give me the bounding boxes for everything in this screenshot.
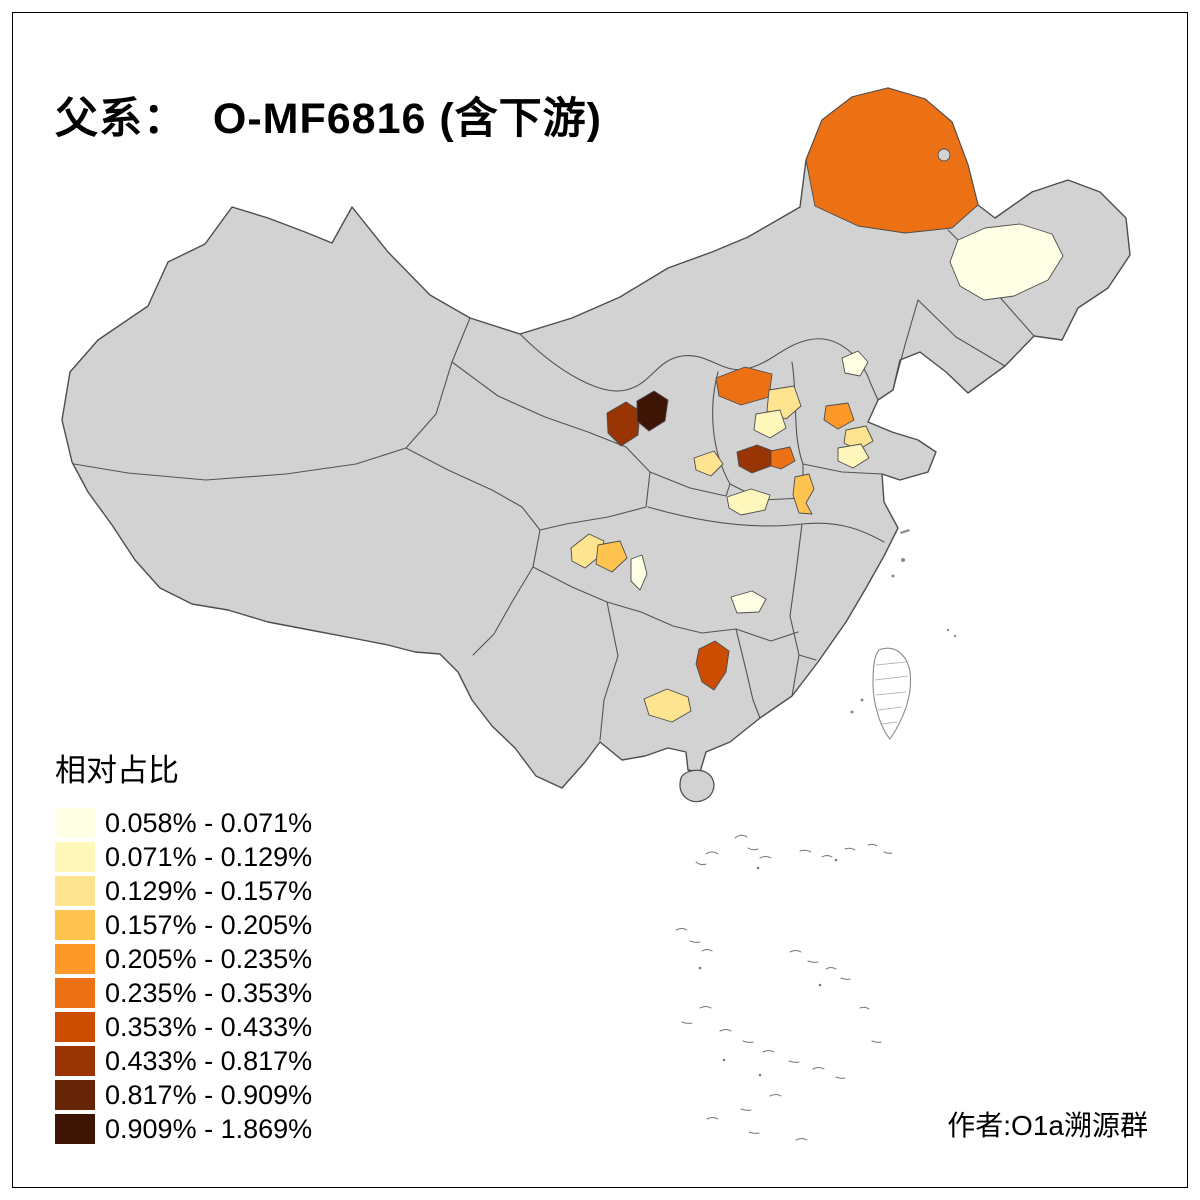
mainland-outline [61, 87, 1131, 789]
colored-regions [570, 87, 1064, 723]
legend-label: 0.817% - 0.909% [105, 1079, 313, 1110]
colored-region [693, 450, 724, 477]
legend: 相对占比 0.058% - 0.071% 0.071% - 0.129% 0.1… [55, 745, 312, 1146]
legend-swatch [55, 842, 95, 872]
legend-label: 0.058% - 0.071% [105, 807, 313, 838]
legend-row: 0.433% - 0.817% [55, 1044, 312, 1078]
taiwan-island [872, 647, 912, 740]
colored-region [949, 223, 1064, 301]
province-borders [73, 225, 1035, 741]
colored-region [643, 688, 692, 723]
legend-swatch [55, 808, 95, 838]
legend-row: 0.058% - 0.071% [55, 806, 312, 840]
legend-label: 0.129% - 0.157% [105, 875, 313, 906]
legend-swatch [55, 1046, 95, 1076]
colored-region [595, 540, 628, 573]
coastal-islets [850, 529, 957, 714]
colored-region [823, 402, 855, 430]
colored-region [841, 350, 869, 377]
legend-label: 0.235% - 0.353% [105, 977, 313, 1008]
south-china-sea-islands [675, 834, 893, 1141]
enclave-dot [937, 148, 951, 162]
legend-label: 0.433% - 0.817% [105, 1045, 313, 1076]
legend-row: 0.129% - 0.157% [55, 874, 312, 908]
legend-swatch [55, 944, 95, 974]
legend-row: 0.909% - 1.869% [55, 1112, 312, 1146]
legend-label: 0.909% - 1.869% [105, 1113, 313, 1144]
legend-swatch [55, 1114, 95, 1144]
colored-region [753, 409, 787, 439]
colored-region [695, 640, 730, 691]
legend-label: 0.157% - 0.205% [105, 909, 313, 940]
colored-region [792, 473, 815, 515]
colored-region [730, 590, 767, 614]
colored-region [606, 401, 641, 447]
hainan-island [679, 769, 715, 803]
colored-region [636, 390, 669, 432]
legend-swatch [55, 1012, 95, 1042]
colored-region [770, 446, 796, 470]
legend-label: 0.353% - 0.433% [105, 1011, 313, 1042]
legend-row: 0.817% - 0.909% [55, 1078, 312, 1112]
legend-row: 0.205% - 0.235% [55, 942, 312, 976]
legend-swatch [55, 1080, 95, 1110]
colored-region [843, 425, 874, 451]
legend-swatch [55, 910, 95, 940]
legend-title: 相对占比 [55, 753, 179, 788]
legend-label: 0.205% - 0.235% [105, 943, 313, 974]
colored-region [837, 443, 870, 469]
legend-swatch [55, 876, 95, 906]
attribution: 作者:O1a溯源群 [947, 1110, 1148, 1141]
colored-region [805, 87, 979, 234]
legend-row: 0.157% - 0.205% [55, 908, 312, 942]
colored-region [726, 488, 771, 516]
legend-row: 0.235% - 0.353% [55, 976, 312, 1010]
legend-swatch [55, 978, 95, 1008]
legend-row: 0.353% - 0.433% [55, 1010, 312, 1044]
legend-label: 0.071% - 0.129% [105, 841, 313, 872]
colored-region [630, 554, 648, 591]
legend-row: 0.071% - 0.129% [55, 840, 312, 874]
map-title: 父系： O-MF6816 (含下游) [55, 94, 602, 143]
